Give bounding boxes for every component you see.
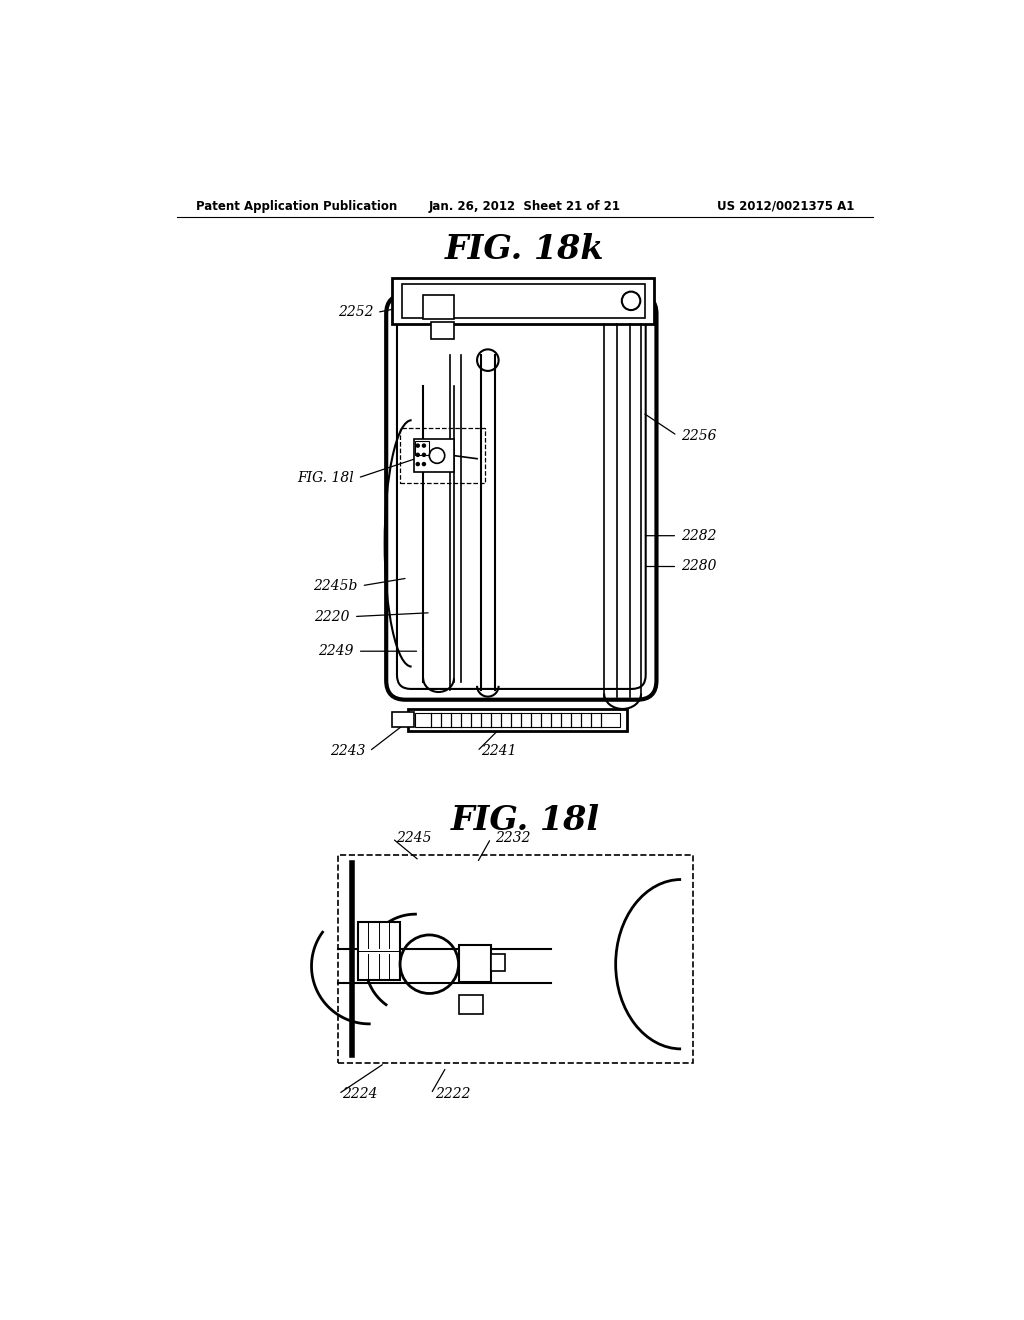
FancyBboxPatch shape (386, 294, 656, 700)
Circle shape (422, 453, 425, 457)
Bar (392, 711, 414, 727)
Text: 2249: 2249 (318, 644, 354, 659)
Text: FIG. 18l: FIG. 18l (451, 804, 599, 837)
Text: FIG. 18k: FIG. 18k (445, 232, 604, 265)
Text: 2224: 2224 (342, 1086, 378, 1101)
Text: 2243: 2243 (330, 744, 366, 758)
Circle shape (416, 462, 419, 466)
Text: 2252: 2252 (338, 305, 373, 319)
Circle shape (416, 444, 419, 447)
Text: US 2012/0021375 A1: US 2012/0021375 A1 (717, 199, 854, 213)
Text: 2222: 2222 (435, 1086, 470, 1101)
Bar (414, 440, 454, 471)
Circle shape (422, 462, 425, 466)
Bar (408, 709, 628, 730)
Text: 2282: 2282 (681, 529, 717, 543)
Bar (357, 921, 400, 979)
Text: 2245b: 2245b (313, 578, 357, 593)
Bar (401, 284, 645, 318)
Circle shape (422, 444, 425, 447)
Text: 2220: 2220 (314, 610, 350, 623)
Text: Jan. 26, 2012  Sheet 21 of 21: Jan. 26, 2012 Sheet 21 of 21 (429, 199, 621, 213)
Text: 2245: 2245 (396, 832, 432, 845)
Text: 2241: 2241 (481, 744, 516, 758)
Text: 2232: 2232 (495, 832, 530, 845)
Bar (459, 995, 483, 1014)
Text: Patent Application Publication: Patent Application Publication (196, 199, 397, 213)
FancyBboxPatch shape (397, 305, 646, 689)
Bar (339, 855, 692, 1063)
Text: FIG. 18l: FIG. 18l (297, 471, 354, 484)
Bar (392, 277, 654, 323)
Text: 2280: 2280 (681, 560, 717, 573)
Bar (459, 945, 490, 982)
Bar (416, 441, 429, 455)
Bar (423, 296, 454, 318)
Bar (416, 713, 620, 726)
Bar (431, 322, 454, 339)
Circle shape (416, 453, 419, 457)
Bar (490, 954, 505, 972)
Bar (400, 428, 484, 483)
Text: 2256: 2256 (681, 429, 717, 442)
